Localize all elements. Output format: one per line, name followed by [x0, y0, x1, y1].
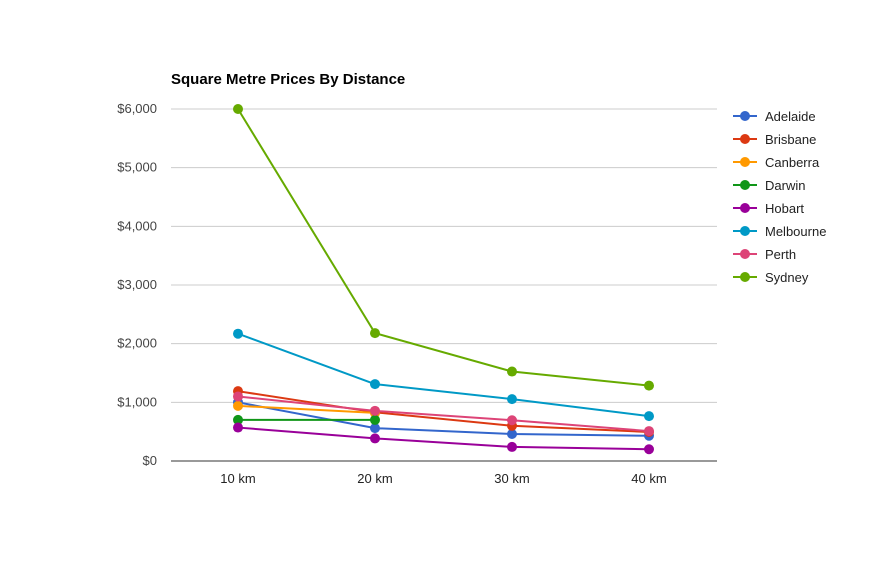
data-point-sydney — [644, 380, 654, 391]
legend-item-melbourne: Melbourne — [733, 224, 826, 239]
series-line-sydney — [237, 108, 650, 387]
series-line-melbourne — [237, 332, 650, 418]
data-point-hobart — [507, 441, 517, 452]
y-tick-label: $2,000 — [117, 336, 157, 351]
data-point-perth — [644, 426, 654, 437]
data-point-hobart — [370, 433, 380, 444]
legend-label: Adelaide — [765, 109, 816, 124]
data-point-sydney — [233, 104, 243, 114]
x-tick-label: 40 km — [631, 471, 666, 486]
legend-label: Hobart — [765, 201, 804, 216]
data-point-melbourne — [507, 394, 517, 405]
data-point-hobart — [233, 422, 243, 433]
y-tick-label: $6,000 — [117, 101, 157, 116]
legend-item-hobart: Hobart — [733, 201, 804, 216]
y-tick-label: $1,000 — [117, 394, 157, 409]
data-point-melbourne — [644, 411, 654, 422]
legend-item-perth: Perth — [733, 247, 796, 262]
legend-label: Perth — [765, 247, 796, 262]
data-point-melbourne — [370, 379, 380, 390]
legend-item-darwin: Darwin — [733, 178, 805, 193]
legend-marker — [740, 272, 750, 282]
series-line-perth — [237, 395, 650, 433]
data-point-sydney — [370, 328, 380, 339]
y-tick-label: $0 — [143, 453, 157, 468]
legend-label: Darwin — [765, 178, 805, 193]
y-tick-label: $5,000 — [117, 160, 157, 175]
legend-label: Canberra — [765, 155, 820, 170]
y-tick-label: $4,000 — [117, 218, 157, 233]
legend-item-adelaide: Adelaide — [733, 109, 816, 124]
series-line-hobart — [237, 426, 650, 451]
data-point-darwin — [370, 414, 380, 425]
series-line-brisbane — [237, 390, 650, 433]
legend-item-canberra: Canberra — [733, 155, 820, 170]
data-point-perth — [507, 415, 517, 426]
legend-marker — [740, 203, 750, 213]
legend-item-sydney: Sydney — [733, 270, 809, 285]
data-point-sydney — [507, 366, 517, 377]
data-point-perth — [233, 391, 243, 402]
legend-label: Sydney — [765, 270, 809, 285]
legend-marker — [740, 249, 750, 259]
data-point-perth — [370, 405, 380, 416]
data-point-adelaide — [507, 429, 517, 440]
series-line-canberra — [237, 404, 376, 414]
legend-marker — [740, 111, 750, 121]
data-point-canberra — [233, 400, 243, 411]
legend-marker — [740, 134, 750, 144]
data-point-melbourne — [233, 328, 243, 339]
data-point-adelaide — [370, 423, 380, 434]
legend-label: Melbourne — [765, 224, 826, 239]
chart-title: Square Metre Prices By Distance — [171, 71, 405, 88]
x-tick-label: 30 km — [494, 471, 529, 486]
data-point-hobart — [644, 444, 654, 455]
y-tick-label: $3,000 — [117, 277, 157, 292]
legend-marker — [740, 226, 750, 236]
legend-item-brisbane: Brisbane — [733, 132, 816, 147]
x-tick-label: 20 km — [357, 471, 392, 486]
data-point-darwin — [233, 414, 243, 425]
legend-marker — [740, 157, 750, 167]
legend-marker — [740, 180, 750, 190]
series-line-adelaide — [237, 401, 650, 437]
legend-label: Brisbane — [765, 132, 816, 147]
x-tick-label: 10 km — [220, 471, 255, 486]
